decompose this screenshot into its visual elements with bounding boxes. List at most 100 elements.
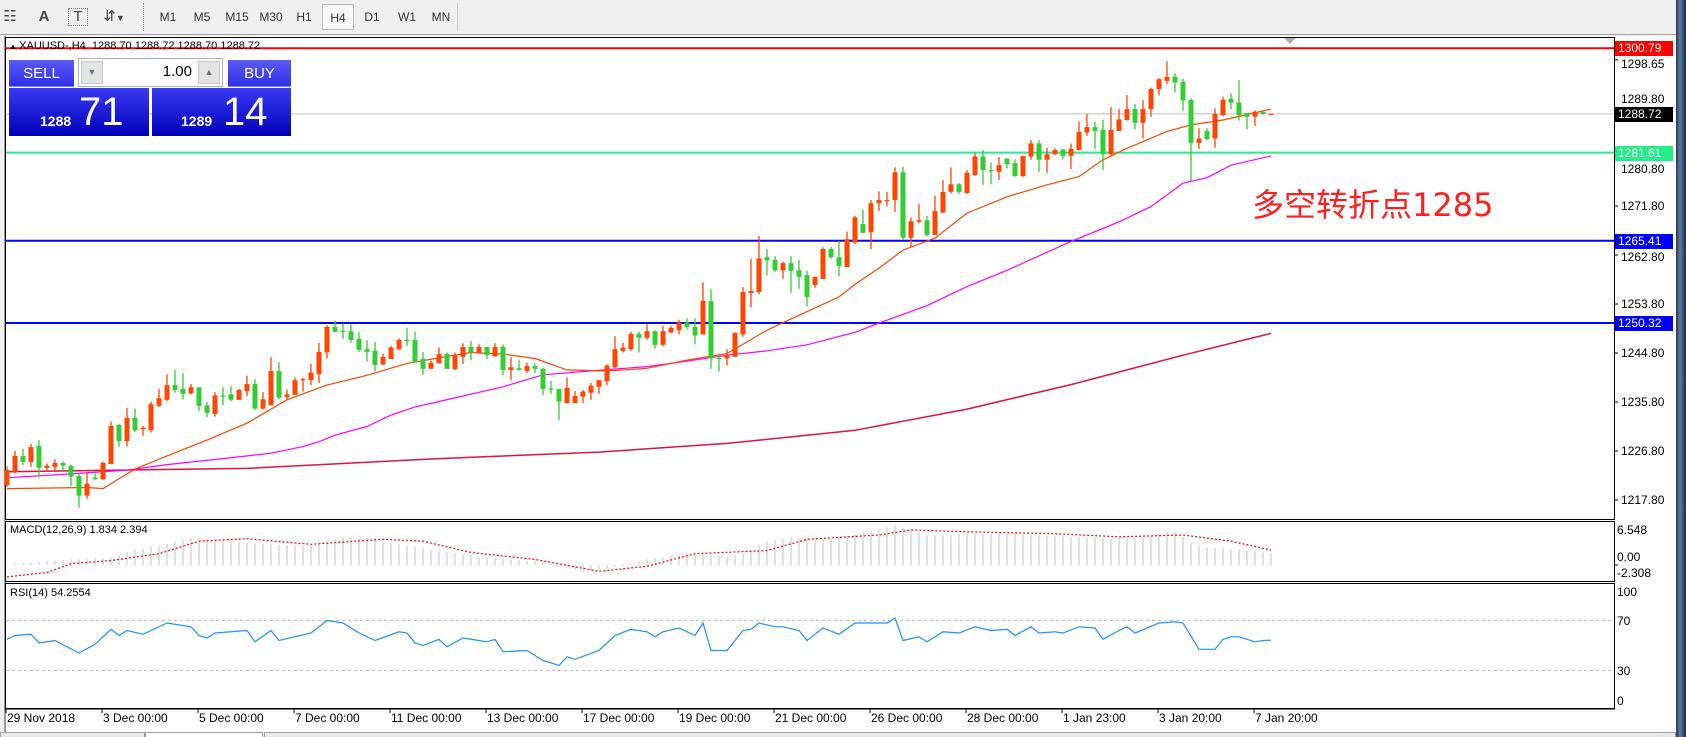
candle-bearish bbox=[348, 331, 354, 340]
time-axis-label: 21 Dec 00:00 bbox=[775, 711, 847, 725]
candle-bullish bbox=[916, 220, 922, 222]
candle-bearish bbox=[60, 462, 66, 466]
timeframe-m30[interactable]: M30 bbox=[259, 10, 283, 24]
candle-bullish bbox=[292, 380, 298, 395]
candle-bullish bbox=[44, 465, 50, 468]
sell-price-button[interactable]: 1288 71 bbox=[9, 88, 149, 136]
candle-bearish bbox=[804, 275, 810, 297]
timeframe-m15[interactable]: M15 bbox=[225, 10, 249, 24]
candle-bullish bbox=[1212, 114, 1218, 139]
macd-signal-line bbox=[6, 529, 1272, 578]
candle-bearish bbox=[180, 388, 186, 394]
rsi-axis-label: 30 bbox=[1617, 664, 1631, 678]
toolbar: ☷ A T ⇵▼ M1 M5 M15 M30 H1 H4 D1 W1 MN bbox=[0, 0, 1676, 35]
periods-list-icon[interactable]: ☷ bbox=[3, 8, 17, 25]
candle-bullish bbox=[308, 372, 314, 381]
candle-bullish bbox=[644, 331, 650, 338]
timeframe-m5[interactable]: M5 bbox=[193, 10, 211, 24]
chart-tab[interactable] bbox=[264, 732, 1676, 737]
candle-bullish bbox=[1116, 119, 1122, 131]
candle-bullish bbox=[780, 263, 786, 271]
candle-bullish bbox=[28, 447, 34, 462]
candle-bearish bbox=[468, 347, 474, 353]
candle-bearish bbox=[1036, 143, 1042, 160]
candle-bearish bbox=[764, 257, 770, 261]
lot-size-input[interactable]: 1.00 bbox=[162, 63, 192, 80]
timeframe-w1[interactable]: W1 bbox=[398, 10, 416, 24]
text-label-icon[interactable]: T bbox=[68, 8, 88, 26]
candle-bullish bbox=[1028, 143, 1034, 157]
candle-bullish bbox=[932, 210, 938, 235]
ma-slow-line bbox=[6, 332, 1272, 473]
chart-tab[interactable] bbox=[0, 732, 145, 737]
candle-bullish bbox=[1220, 99, 1226, 116]
chart-shift-marker-icon bbox=[1284, 38, 1296, 44]
chart-symbol: XAUUSD-,H4 bbox=[19, 40, 86, 52]
candle-bearish bbox=[788, 263, 794, 271]
candle-bearish bbox=[20, 455, 26, 462]
chart-tab-active[interactable] bbox=[145, 732, 263, 737]
rsi-line bbox=[6, 617, 1272, 667]
candle-bearish bbox=[836, 257, 842, 266]
candle-bullish bbox=[236, 390, 242, 400]
timeframe-h1[interactable]: H1 bbox=[296, 10, 312, 24]
text-a-icon[interactable]: A bbox=[38, 8, 50, 25]
candle-bearish bbox=[68, 465, 74, 477]
candle-bullish bbox=[12, 455, 18, 472]
candle-bullish bbox=[1156, 79, 1162, 89]
candle-bearish bbox=[484, 347, 490, 356]
candle-bullish bbox=[140, 427, 146, 430]
time-axis-label: 11 Dec 00:00 bbox=[391, 711, 462, 725]
buy-price-button[interactable]: 1289 14 bbox=[152, 88, 291, 136]
candle-bullish bbox=[700, 300, 706, 335]
candle-bearish bbox=[900, 172, 906, 238]
candle-bearish bbox=[404, 339, 410, 342]
main-price-panel[interactable] bbox=[5, 37, 1615, 520]
candle-bullish bbox=[1084, 127, 1090, 133]
time-axis-label: 5 Dec 00:00 bbox=[199, 711, 264, 725]
arrows-icon[interactable]: ⇵▼ bbox=[98, 6, 130, 28]
candle-bullish bbox=[588, 385, 594, 393]
chart-annotation-text[interactable]: 多空转折点1285 bbox=[1252, 186, 1494, 224]
buy-button[interactable]: BUY bbox=[228, 60, 291, 87]
candle-bearish bbox=[356, 338, 362, 350]
candle-bearish bbox=[1260, 111, 1266, 115]
candle-bearish bbox=[1236, 102, 1242, 116]
candle-bullish bbox=[1044, 154, 1050, 160]
sell-button[interactable]: SELL bbox=[9, 60, 74, 87]
candle-bullish bbox=[1076, 131, 1082, 150]
candle-bullish bbox=[1020, 155, 1026, 177]
candle-bullish bbox=[812, 276, 818, 285]
candle-bullish bbox=[756, 258, 762, 293]
timeframe-h4[interactable]: H4 bbox=[322, 4, 354, 30]
candle-bullish bbox=[596, 380, 602, 387]
candle-bearish bbox=[332, 326, 338, 332]
time-axis-label: 3 Jan 20:00 bbox=[1159, 711, 1222, 725]
chart-title: ▲ XAUUSD-,H4 1288.70 1288.72 1288.70 128… bbox=[9, 40, 260, 52]
candle-bullish bbox=[1140, 109, 1146, 123]
candle-bullish bbox=[524, 366, 530, 371]
candle-bearish bbox=[1244, 112, 1250, 117]
candle-bullish bbox=[668, 327, 674, 333]
rsi-label: RSI(14) 54.2554 bbox=[10, 587, 91, 599]
price-axis-label: 1226.80 bbox=[1621, 444, 1665, 458]
lot-size-stepper[interactable]: ▼ 1.00 ▲ bbox=[78, 58, 223, 87]
macd-panel[interactable] bbox=[5, 521, 1615, 582]
timeframe-m1[interactable]: M1 bbox=[159, 10, 177, 24]
candle-bearish bbox=[92, 477, 98, 480]
candle-bearish bbox=[220, 395, 226, 397]
timeframe-mn[interactable]: MN bbox=[431, 10, 451, 24]
candle-bearish bbox=[516, 368, 522, 370]
candle-bearish bbox=[36, 446, 42, 468]
timeframe-d1[interactable]: D1 bbox=[364, 10, 380, 24]
candle-bullish bbox=[84, 483, 90, 496]
candle-bearish bbox=[76, 476, 82, 496]
collapse-arrow-icon[interactable]: ▲ bbox=[9, 42, 20, 51]
candle-bullish bbox=[724, 355, 730, 359]
candle-bearish bbox=[228, 394, 234, 400]
window-frame bbox=[1676, 0, 1686, 737]
lot-increase-button[interactable]: ▲ bbox=[198, 61, 220, 84]
lot-decrease-button[interactable]: ▼ bbox=[81, 61, 103, 84]
candle-bullish bbox=[604, 365, 610, 382]
candle-bullish bbox=[972, 156, 978, 175]
